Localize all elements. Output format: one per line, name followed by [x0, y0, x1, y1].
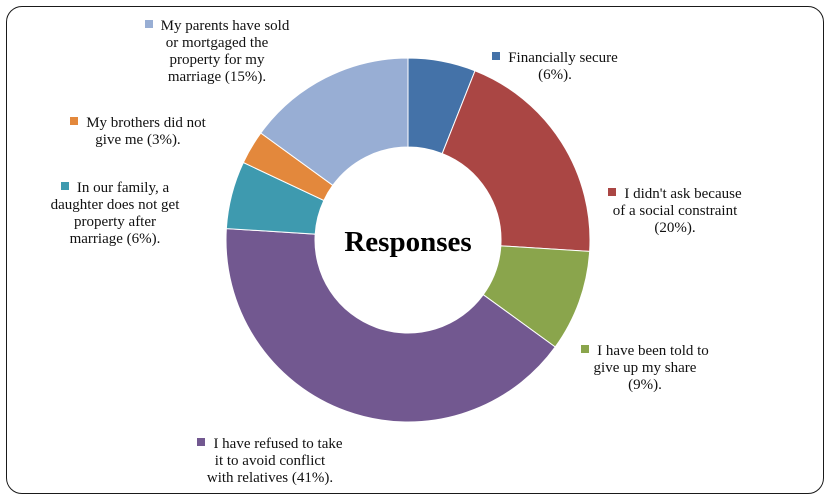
- slice-label-line: it to avoid conflict: [170, 453, 370, 470]
- donut-hole: [315, 147, 501, 333]
- slice-label-text: marriage (15%).: [167, 69, 267, 85]
- chart-title: Responses: [344, 226, 471, 258]
- slice-label-text: (20%).: [654, 220, 696, 236]
- slice-label-text: My parents have sold: [160, 18, 290, 34]
- legend-swatch-2: [581, 345, 590, 353]
- slice-label-text: or mortgaged the: [165, 35, 269, 51]
- legend-swatch-0: [492, 52, 501, 60]
- slice-label-text: I have been told to: [597, 343, 709, 359]
- slice-label-5: My brothers did not give me (3%).: [48, 115, 228, 149]
- slice-label-line: give up my share: [560, 360, 730, 377]
- legend-swatch-3: [197, 438, 206, 446]
- slice-label-text: of a social constraint: [612, 203, 738, 219]
- slice-label-text: I have refused to take: [213, 436, 343, 452]
- slice-label-line: marriage (6%).: [20, 231, 210, 248]
- legend-swatch-1: [608, 188, 617, 196]
- slice-label-line: I have been told to: [560, 343, 730, 360]
- slice-label-text: give up my share: [593, 360, 697, 376]
- slice-label-text: (9%).: [628, 377, 662, 393]
- slice-label-line: (6%).: [480, 67, 630, 84]
- slice-label-6: My parents have sold or mortgaged the prop…: [122, 18, 312, 86]
- slice-label-text: Financially secure: [508, 50, 618, 66]
- slice-label-line: daughter does not get: [20, 197, 210, 214]
- legend-swatch-4: [60, 182, 69, 190]
- slice-label-line: Financially secure: [480, 50, 630, 67]
- slice-label-line: give me (3%).: [48, 132, 228, 149]
- slice-label-0: Financially secure (6%).: [480, 50, 630, 84]
- slice-label-text: give me (3%).: [95, 132, 181, 148]
- slice-label-3: I have refused to take it to avoid confli…: [170, 436, 370, 487]
- slice-label-text: marriage (6%).: [69, 231, 161, 247]
- slice-label-line: My parents have sold: [122, 18, 312, 35]
- slice-label-line: In our family, a: [20, 180, 210, 197]
- slice-label-text: In our family, a: [76, 180, 170, 196]
- slice-label-line: I didn't ask because: [590, 186, 760, 203]
- slice-label-line: My brothers did not: [48, 115, 228, 132]
- slice-label-text: it to avoid conflict: [214, 453, 326, 469]
- slice-label-line: I have refused to take: [170, 436, 370, 453]
- slice-label-line: with relatives (41%).: [170, 470, 370, 487]
- slice-label-line: property for my: [122, 52, 312, 69]
- slice-label-text: with relatives (41%).: [206, 470, 334, 486]
- slice-label-1: I didn't ask because of a social constrai…: [590, 186, 760, 237]
- slice-label-line: or mortgaged the: [122, 35, 312, 52]
- slice-label-line: marriage (15%).: [122, 69, 312, 86]
- slice-label-line: of a social constraint: [590, 203, 760, 220]
- slice-label-line: (9%).: [560, 377, 730, 394]
- slice-label-text: daughter does not get: [50, 197, 180, 213]
- legend-swatch-5: [70, 117, 79, 125]
- slice-label-text: property after: [73, 214, 157, 230]
- slice-label-text: property for my: [169, 52, 265, 68]
- slice-label-line: property after: [20, 214, 210, 231]
- slice-label-line: (20%).: [590, 220, 760, 237]
- slice-label-2: I have been told to give up my share (9%).: [560, 343, 730, 394]
- slice-label-text: My brothers did not: [86, 115, 206, 131]
- slice-label-4: In our family, a daughter does not get pro…: [20, 180, 210, 248]
- legend-swatch-6: [144, 20, 153, 28]
- slice-label-text: (6%).: [538, 67, 572, 83]
- slice-label-text: I didn't ask because: [624, 186, 742, 202]
